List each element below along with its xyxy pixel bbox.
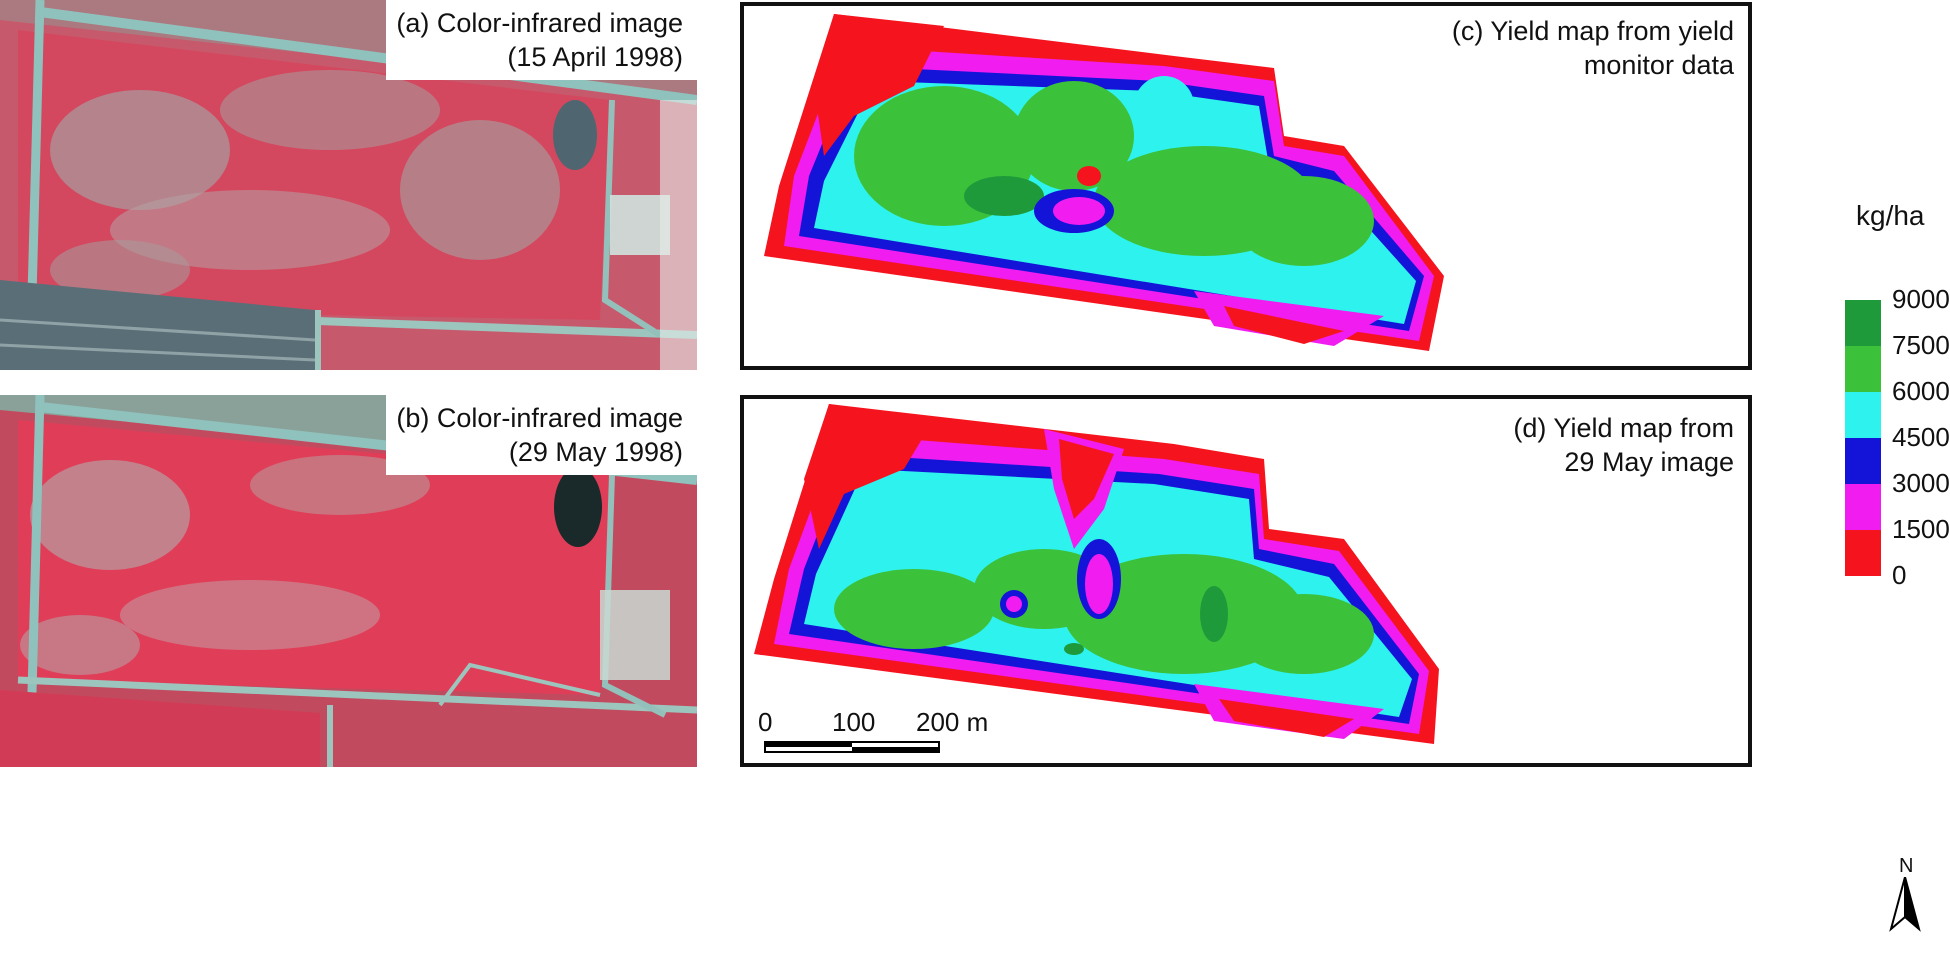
legend-tick-label: 7500 xyxy=(1892,330,1950,361)
north-arrow: N xyxy=(1885,855,1925,935)
scale-bar xyxy=(764,741,940,753)
scale-bar-segment-1 xyxy=(766,743,852,747)
yield-map-monitor: (c) Yield map from yield monitor data xyxy=(740,2,1752,370)
yield-map-may: (d) Yield map from 29 May image 0 100 20… xyxy=(740,395,1752,767)
panel-b-title: (b) Color-infrared image xyxy=(396,401,683,435)
scale-tick-100: 100 xyxy=(832,707,875,738)
panel-d-title: (d) Yield map from xyxy=(1513,411,1734,445)
panel-b-date: (29 May 1998) xyxy=(396,435,683,469)
north-label: N xyxy=(1899,855,1913,878)
scale-tick-200: 200 m xyxy=(916,707,988,738)
cir-image-april: (a) Color-infrared image (15 April 1998) xyxy=(0,0,697,370)
legend-tick-label: 1500 xyxy=(1892,514,1950,545)
north-arrow-icon xyxy=(1885,877,1925,937)
legend-swatch-6000-7500 xyxy=(1845,346,1881,392)
legend-swatch-1500-3000 xyxy=(1845,484,1881,530)
panel-b-letter: (b) xyxy=(396,403,429,433)
legend-swatch-0-1500 xyxy=(1845,530,1881,576)
panel-c-subtitle: monitor data xyxy=(1452,48,1734,82)
panel-d-subtitle: 29 May image xyxy=(1513,445,1734,479)
legend-tick-label: 9000 xyxy=(1892,284,1950,315)
panel-c-title: (c) Yield map from yield xyxy=(1452,14,1734,48)
panel-a-letter: (a) xyxy=(396,8,429,38)
cir-image-may: (b) Color-infrared image (29 May 1998) xyxy=(0,395,697,767)
panel-b-title-text: Color-infrared image xyxy=(437,403,683,433)
panel-c-label: (c) Yield map from yield monitor data xyxy=(1452,14,1734,82)
scale-tick-0: 0 xyxy=(758,707,772,738)
legend-tick-label: 3000 xyxy=(1892,468,1950,499)
legend-tick-label: 0 xyxy=(1892,560,1906,591)
panel-a-date: (15 April 1998) xyxy=(396,40,683,74)
legend-tick-label: 4500 xyxy=(1892,422,1950,453)
panel-a-title: (a) Color-infrared image xyxy=(396,6,683,40)
scale-bar-segment-2 xyxy=(852,747,938,751)
legend-swatch-7500-9000 xyxy=(1845,300,1881,346)
legend-title: kg/ha xyxy=(1856,200,1925,232)
panel-b-label: (b) Color-infrared image (29 May 1998) xyxy=(386,395,697,475)
panel-a-label: (a) Color-infrared image (15 April 1998) xyxy=(386,0,697,80)
legend-tick-label: 6000 xyxy=(1892,376,1950,407)
panel-d-label: (d) Yield map from 29 May image xyxy=(1513,411,1734,479)
legend-swatch-4500-6000 xyxy=(1845,392,1881,438)
legend-swatch-3000-4500 xyxy=(1845,438,1881,484)
panel-a-title-text: Color-infrared image xyxy=(437,8,683,38)
